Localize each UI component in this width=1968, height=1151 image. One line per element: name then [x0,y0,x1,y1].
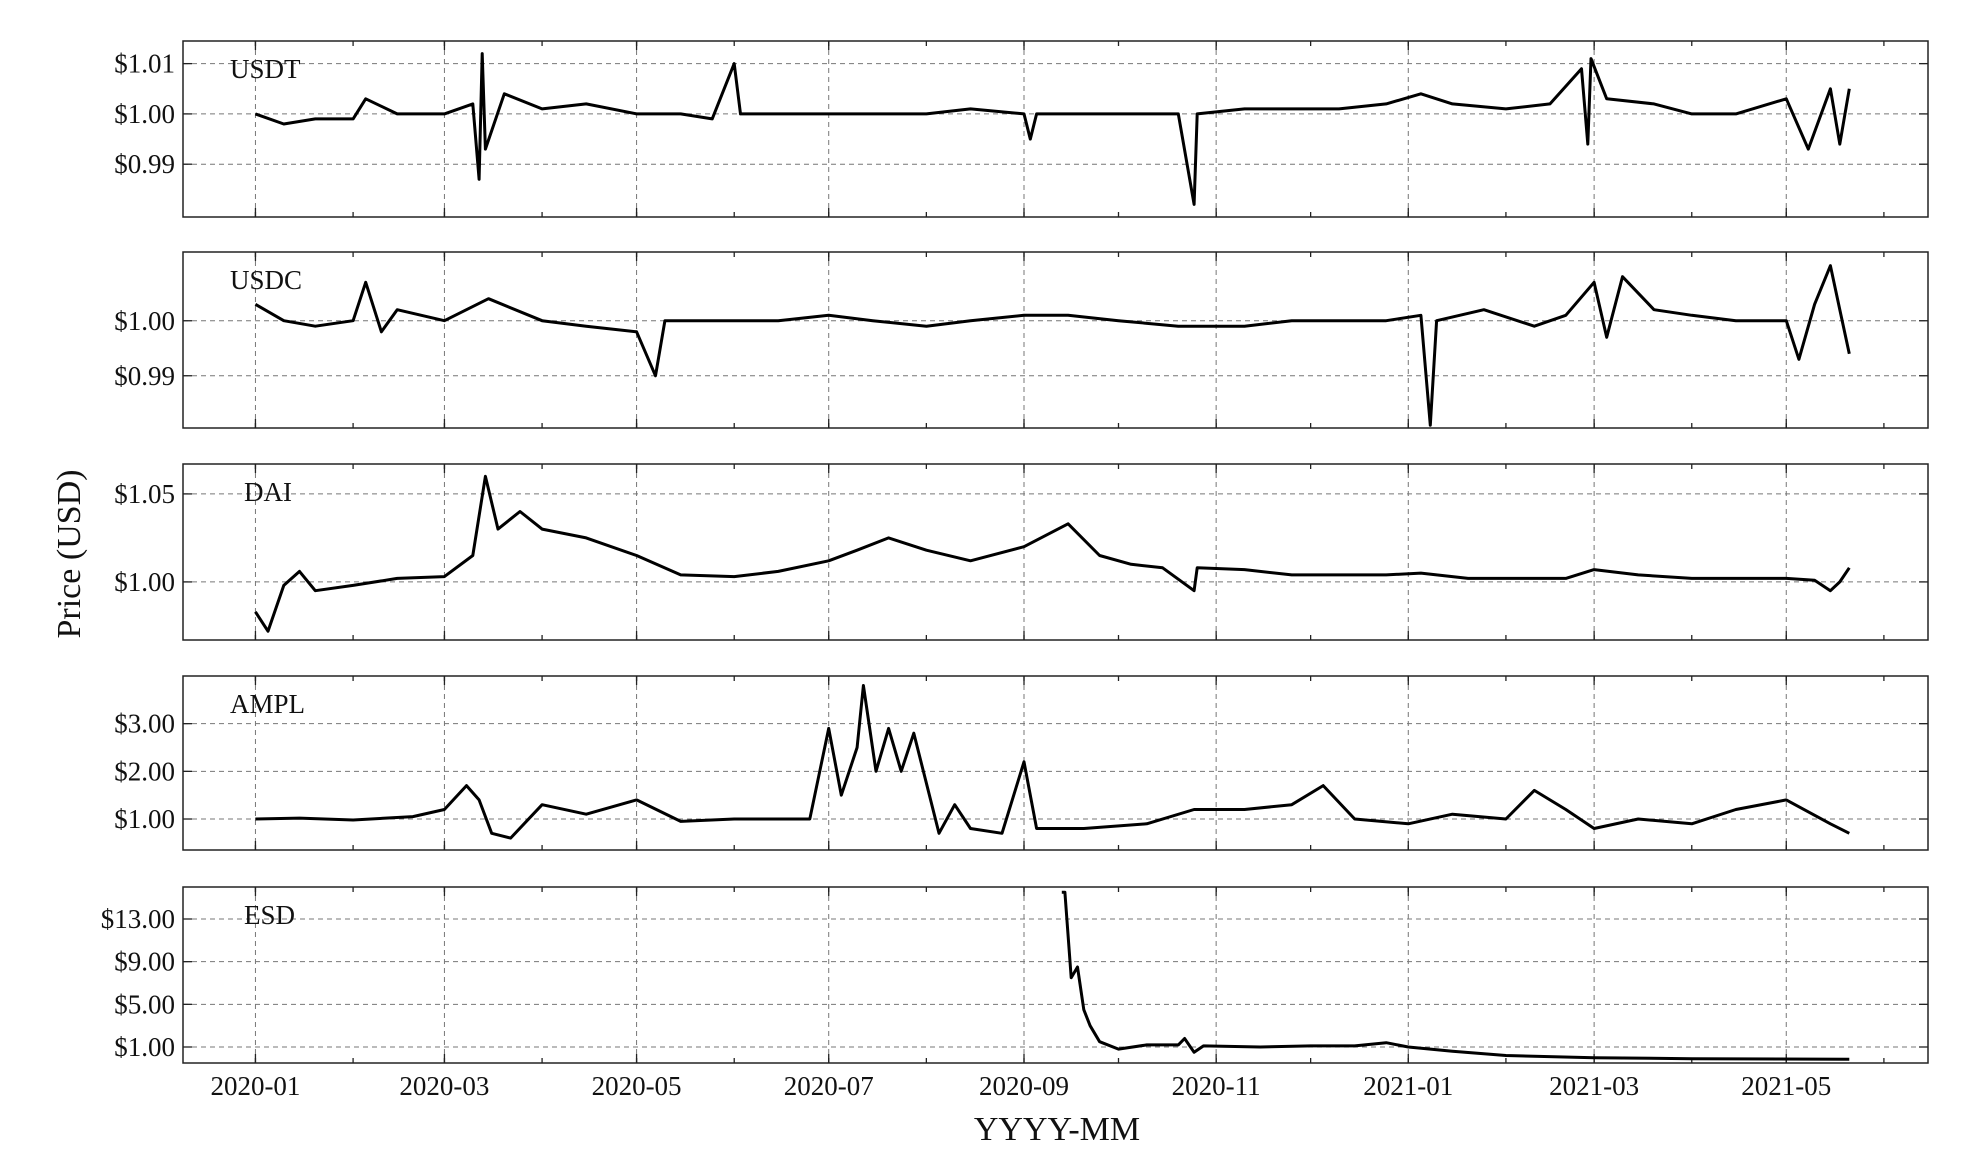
y-tick-label: $1.00 [114,99,175,129]
y-tick-label: $1.00 [114,1032,175,1062]
panel-esd: $1.00 $5.00 $9.00 $13.00 ESD [101,886,1929,1064]
series-line-usdc [254,264,1851,427]
panel-dai: $1.00 $1.05 DAI [114,463,1929,641]
panel-label: DAI [244,477,292,507]
y-tick-label: $2.00 [114,756,175,786]
panel-label: USDT [230,54,301,84]
x-tick-label: 2020-05 [592,1071,682,1101]
x-tick-label: 2021-05 [1741,1071,1831,1101]
x-tick-label: 2020-11 [1172,1071,1261,1101]
panel-frame [182,675,1929,851]
x-tick-label: 2020-09 [979,1071,1069,1101]
x-tick-label: 2021-03 [1549,1071,1639,1101]
y-tick-label: $1.00 [114,804,175,834]
series-line-usdt [254,52,1851,206]
y-tick-label: $1.00 [114,306,175,336]
panel-frame [182,886,1929,1064]
panel-label: ESD [244,900,295,930]
y-tick-label: $3.00 [114,709,175,739]
y-tick-label: $1.05 [114,479,175,509]
panel-ampl: $1.00 $2.00 $3.00 AMPL [114,675,1929,851]
x-tick-label: 2020-01 [210,1071,300,1101]
x-tick-label: 2020-07 [784,1071,874,1101]
x-tick-label: 2020-03 [399,1071,489,1101]
panel-label: USDC [230,265,302,295]
y-tick-label: $1.01 [114,49,175,79]
y-tick-label: $1.00 [114,567,175,597]
panel-usdt: $0.99 $1.00 $1.01 USDT [114,40,1929,218]
panel-frame [182,40,1929,218]
y-tick-label: $9.00 [114,947,175,977]
y-axis-title: Price (USD) [51,469,88,638]
x-axis-title: YYYY-MM [974,1111,1140,1148]
panel-frame [182,463,1929,641]
panel-frame [182,251,1929,429]
y-tick-label: $0.99 [114,361,175,391]
panel-label: AMPL [230,689,305,719]
series-line-ampl [255,684,1850,840]
series-line-esd [1061,890,1850,1061]
y-tick-label: $13.00 [101,904,175,934]
y-tick-label: $5.00 [114,989,175,1019]
panel-usdc: $0.99 $1.00 USDC [114,251,1929,429]
y-tick-label: $0.99 [114,149,175,179]
x-tick-label: 2021-01 [1363,1071,1453,1101]
series-line-dai [254,474,1851,633]
